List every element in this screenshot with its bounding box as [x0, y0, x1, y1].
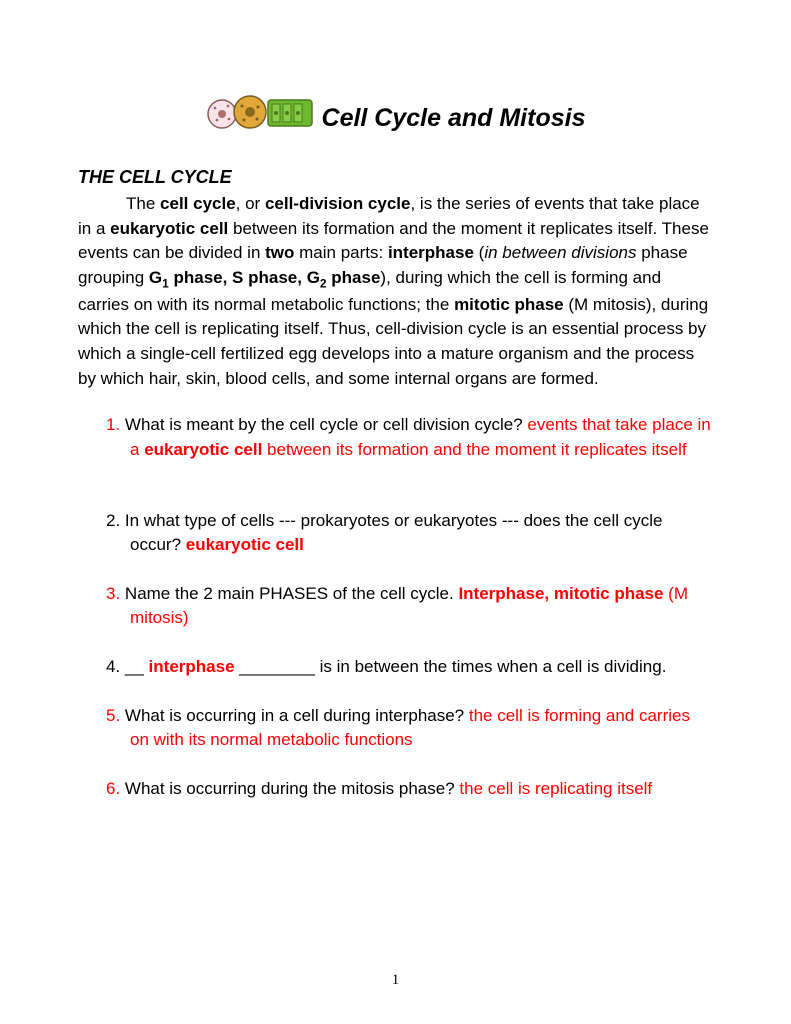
answer-bold: Interphase, mitotic phase: [458, 584, 663, 603]
intro-paragraph: The cell cycle, or cell-division cycle, …: [78, 192, 713, 391]
text: phase: [327, 268, 381, 287]
answer-bold: eukaryotic cell: [144, 440, 262, 459]
question-number: 4.: [106, 657, 120, 676]
question-6: 6. What is occurring during the mitosis …: [106, 777, 713, 802]
cells-illustration-icon: [206, 90, 316, 134]
question-text: What is meant by the cell cycle or cell …: [120, 415, 527, 434]
section-heading: THE CELL CYCLE: [78, 164, 713, 190]
spacer: [106, 487, 713, 509]
question-number: 3.: [106, 584, 120, 603]
question-5: 5. What is occurring in a cell during in…: [106, 704, 713, 753]
italic-term: in between divisions: [484, 243, 636, 262]
blank-text: ________: [235, 657, 320, 676]
question-text: Name the 2 main PHASES of the cell cycle…: [120, 584, 458, 603]
text: The: [126, 194, 160, 213]
text: (: [474, 243, 484, 262]
title-row: Cell Cycle and Mitosis: [78, 90, 713, 136]
text: , or: [236, 194, 265, 213]
question-3: 3. Name the 2 main PHASES of the cell cy…: [106, 582, 713, 631]
page-number: 1: [0, 970, 791, 992]
answer-bold: interphase: [149, 657, 235, 676]
question-text: What is occurring during the mitosis pha…: [120, 779, 459, 798]
text: main parts:: [294, 243, 388, 262]
question-number: 6.: [106, 779, 120, 798]
bold-term: interphase: [388, 243, 474, 262]
question-4: 4. __ interphase ________ is in between …: [106, 655, 713, 680]
bold-term: eukaryotic cell: [110, 219, 228, 238]
subscript: 2: [320, 276, 327, 290]
question-list: 1. What is meant by the cell cycle or ce…: [78, 413, 713, 801]
question-text: What is occurring in a cell during inter…: [120, 706, 469, 725]
answer-text: between its formation and the moment it …: [262, 440, 686, 459]
question-text: is in between the times when a cell is d…: [320, 657, 667, 676]
bold-term: cell-division cycle: [265, 194, 411, 213]
bold-term: mitotic phase: [454, 295, 564, 314]
page-title: Cell Cycle and Mitosis: [322, 100, 586, 136]
answer-bold: eukaryotic cell: [186, 535, 304, 554]
answer-text: the cell is replicating itself: [459, 779, 652, 798]
blank-text: __: [120, 657, 148, 676]
worksheet-page: Cell Cycle and Mitosis THE CELL CYCLE Th…: [0, 0, 791, 1024]
question-number: 1.: [106, 415, 120, 434]
bold-term: two: [265, 243, 294, 262]
bold-term: G1 phase, S phase, G2 phase: [149, 268, 381, 287]
question-1: 1. What is meant by the cell cycle or ce…: [106, 413, 713, 462]
question-number: 5.: [106, 706, 120, 725]
question-2: 2. In what type of cells --- prokaryotes…: [106, 509, 713, 558]
text: G: [149, 268, 162, 287]
subscript: 1: [162, 276, 169, 290]
text: phase, S phase, G: [169, 268, 320, 287]
question-number: 2.: [106, 511, 120, 530]
bold-term: cell cycle: [160, 194, 236, 213]
